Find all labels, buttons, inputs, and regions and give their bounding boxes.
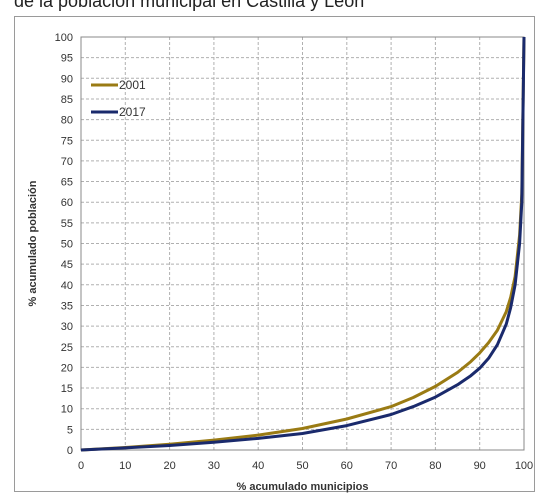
x-tick-label: 10 [119,460,131,472]
y-tick-label: 20 [61,362,73,374]
series-line-2017 [80,36,526,452]
series-lines [80,36,526,452]
legend-label-2001: 2001 [119,78,146,92]
chart-frame [14,16,535,492]
grid-lines [80,36,525,451]
y-tick-label: 10 [61,404,73,416]
y-tick-label: 65 [61,177,73,189]
y-tick-label: 95 [61,53,73,65]
legend-label-2017: 2017 [119,105,146,119]
plot-area-border [80,36,525,451]
y-tick-label: 40 [61,280,73,292]
y-tick-label: 85 [61,94,73,106]
x-tick-label: 100 [515,460,533,472]
y-tick-label: 80 [61,115,73,127]
y-tick-label: 75 [61,135,73,147]
y-tick-label: 55 [61,218,73,230]
tick-labels: 0 5 10 15 20 25 30 35 40 45 50 55 60 65 70 75 80 85 90 95 10… [55,32,534,472]
y-tick-label: 70 [61,156,73,168]
y-tick-label: 25 [61,342,73,354]
x-axis-label: % acumulado municipios [236,481,368,493]
x-tick-label: 0 [78,460,84,472]
chart-title: de la población municipal en Castilla y … [14,0,365,11]
y-tick-label: 90 [61,73,73,85]
y-tick-label: 45 [61,259,73,271]
x-tick-label: 80 [429,460,441,472]
y-tick-label: 30 [61,321,73,333]
y-tick-label: 35 [61,300,73,312]
x-tick-label: 50 [296,460,308,472]
x-tick-label: 20 [163,460,175,472]
x-tick-label: 40 [252,460,264,472]
y-tick-label: 0 [67,445,73,457]
y-tick-label: 15 [61,383,73,395]
series-line-2001 [80,36,526,452]
x-tick-label: 70 [385,460,397,472]
x-tick-label: 30 [208,460,220,472]
y-tick-label: 100 [55,32,73,44]
y-tick-label: 60 [61,197,73,209]
y-tick-label: 50 [61,239,73,251]
legend: 2001 2017 [91,78,146,119]
y-tick-label: 5 [67,424,73,436]
x-tick-label: 60 [341,460,353,472]
y-axis-label: % acumulado población [27,180,39,306]
x-tick-label: 90 [474,460,486,472]
